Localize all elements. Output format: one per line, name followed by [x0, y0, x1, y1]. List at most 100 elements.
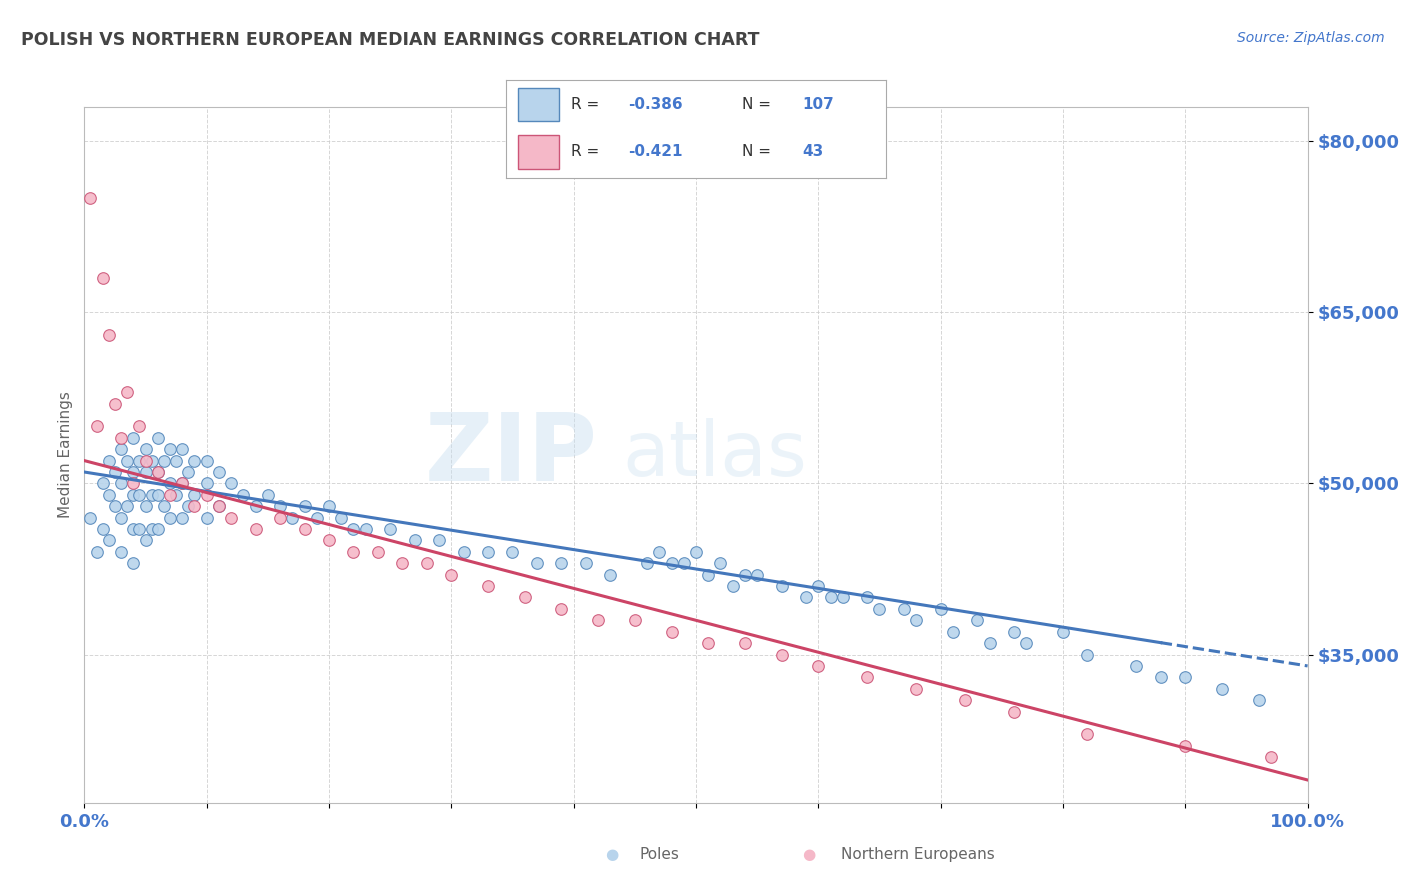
- Point: [208, 500, 231, 514]
- Point: [165, 453, 187, 467]
- Point: [269, 500, 291, 514]
- Text: Poles: Poles: [640, 847, 679, 862]
- Point: [91, 271, 114, 285]
- Point: [794, 591, 817, 605]
- Point: [281, 510, 304, 524]
- Point: [146, 522, 169, 536]
- Point: [177, 465, 200, 479]
- Point: [526, 556, 548, 570]
- Point: [1076, 648, 1098, 662]
- Point: [427, 533, 450, 548]
- Point: [153, 453, 176, 467]
- Point: [586, 613, 609, 627]
- Point: [135, 465, 157, 479]
- Point: [721, 579, 744, 593]
- Point: [869, 602, 891, 616]
- Point: [110, 545, 132, 559]
- Point: [86, 545, 108, 559]
- Point: [1150, 670, 1173, 684]
- Point: [661, 556, 683, 570]
- Point: [807, 579, 830, 593]
- Point: [636, 556, 658, 570]
- Point: [177, 500, 200, 514]
- Point: [905, 681, 928, 696]
- Point: [195, 476, 218, 491]
- Point: [115, 500, 138, 514]
- Point: [342, 545, 364, 559]
- Point: [128, 522, 150, 536]
- Point: [141, 453, 163, 467]
- Point: [966, 613, 988, 627]
- Bar: [517, 136, 560, 169]
- Point: [91, 476, 114, 491]
- Point: [550, 602, 572, 616]
- Point: [1076, 727, 1098, 741]
- Point: [330, 510, 353, 524]
- Point: [110, 510, 132, 524]
- Point: [1174, 670, 1197, 684]
- Point: [685, 545, 707, 559]
- Point: [159, 510, 181, 524]
- Point: [195, 488, 218, 502]
- Point: [245, 522, 267, 536]
- Point: [208, 500, 231, 514]
- Point: [929, 602, 952, 616]
- Point: [183, 453, 205, 467]
- Point: [1247, 693, 1270, 707]
- Point: [1125, 659, 1147, 673]
- Point: [183, 500, 205, 514]
- Point: [128, 419, 150, 434]
- Text: R =: R =: [571, 145, 603, 160]
- Text: 43: 43: [803, 145, 824, 160]
- Point: [1260, 750, 1282, 764]
- Point: [294, 500, 316, 514]
- Point: [195, 510, 218, 524]
- Point: [97, 328, 120, 343]
- Point: [122, 488, 145, 502]
- Point: [104, 500, 127, 514]
- Point: [575, 556, 598, 570]
- Point: [624, 613, 647, 627]
- Point: [416, 556, 439, 570]
- Point: [128, 488, 150, 502]
- Point: [269, 510, 291, 524]
- Point: [905, 613, 928, 627]
- Point: [697, 636, 720, 650]
- Text: R =: R =: [571, 97, 603, 112]
- Text: ZIP: ZIP: [425, 409, 598, 501]
- Point: [893, 602, 915, 616]
- Point: [501, 545, 523, 559]
- Point: [97, 453, 120, 467]
- Point: [159, 488, 181, 502]
- Point: [513, 591, 536, 605]
- Point: [79, 191, 101, 205]
- Point: [172, 476, 194, 491]
- Point: [146, 465, 169, 479]
- Point: [110, 431, 132, 445]
- Point: [122, 465, 145, 479]
- Point: [550, 556, 572, 570]
- Point: [172, 476, 194, 491]
- Point: [709, 556, 731, 570]
- Point: [128, 453, 150, 467]
- Point: [453, 545, 475, 559]
- Point: [245, 500, 267, 514]
- Point: [477, 545, 499, 559]
- Point: [122, 522, 145, 536]
- Text: Source: ZipAtlas.com: Source: ZipAtlas.com: [1237, 31, 1385, 45]
- Point: [942, 624, 965, 639]
- Point: [146, 465, 169, 479]
- Point: [115, 385, 138, 400]
- Point: [1015, 636, 1038, 650]
- Point: [135, 442, 157, 457]
- Point: [294, 522, 316, 536]
- Text: Northern Europeans: Northern Europeans: [841, 847, 994, 862]
- Point: [318, 500, 340, 514]
- Point: [115, 453, 138, 467]
- Point: [91, 522, 114, 536]
- Text: atlas: atlas: [623, 418, 807, 491]
- Point: [159, 476, 181, 491]
- Point: [122, 556, 145, 570]
- Point: [697, 567, 720, 582]
- Y-axis label: Median Earnings: Median Earnings: [58, 392, 73, 518]
